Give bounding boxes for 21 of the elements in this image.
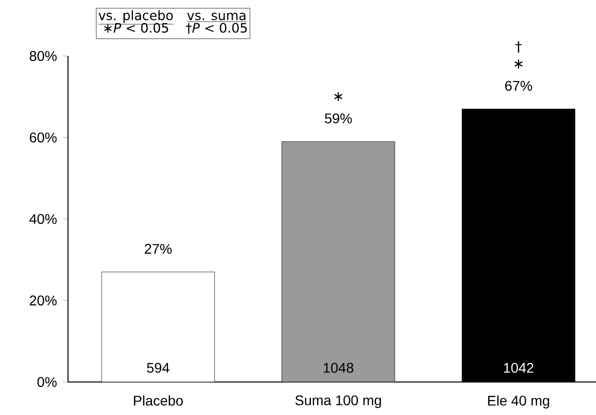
data-label: 59% [324, 113, 352, 124]
text: vs. placebo [98, 10, 173, 23]
text: ∗P < 0.05 [104, 22, 168, 33]
x-tick-label: Placebo [134, 395, 183, 406]
data-label: 27% [144, 244, 172, 254]
annotation: 594 [146, 362, 170, 373]
annotation: ∗ [334, 92, 342, 101]
y-tick-label: 60% [30, 132, 57, 142]
y-tick-label: 20% [30, 296, 57, 306]
x-tick-label: Suma 100 mg [295, 395, 381, 408]
x-tick-label: Ele 40 mg [488, 395, 550, 408]
annotation: 1048 [324, 362, 354, 373]
data-label: 67% [505, 80, 532, 91]
text: vs. suma [187, 12, 246, 20]
text: †P < 0.05 [186, 22, 247, 34]
y-tick-label: 40% [29, 214, 57, 224]
text: † [515, 41, 522, 53]
y-tick-label: 0% [37, 377, 57, 387]
annotation: ∗ [514, 60, 523, 68]
y-tick-label: 80% [30, 51, 57, 61]
annotation: 1042 [504, 362, 534, 373]
